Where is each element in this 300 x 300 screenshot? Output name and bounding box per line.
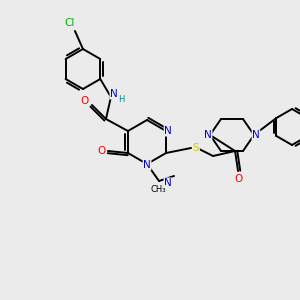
Text: N: N [143,160,151,170]
Text: N: N [204,130,212,140]
Text: N: N [164,126,172,136]
Text: Cl: Cl [65,18,75,28]
Text: CH₃: CH₃ [150,185,166,194]
Text: N: N [252,130,260,140]
Text: H: H [118,94,124,103]
Text: S: S [193,143,200,153]
Text: O: O [81,96,89,106]
Text: N: N [110,89,118,99]
Text: O: O [234,174,242,184]
Text: O: O [98,146,106,156]
Text: N: N [164,178,172,188]
